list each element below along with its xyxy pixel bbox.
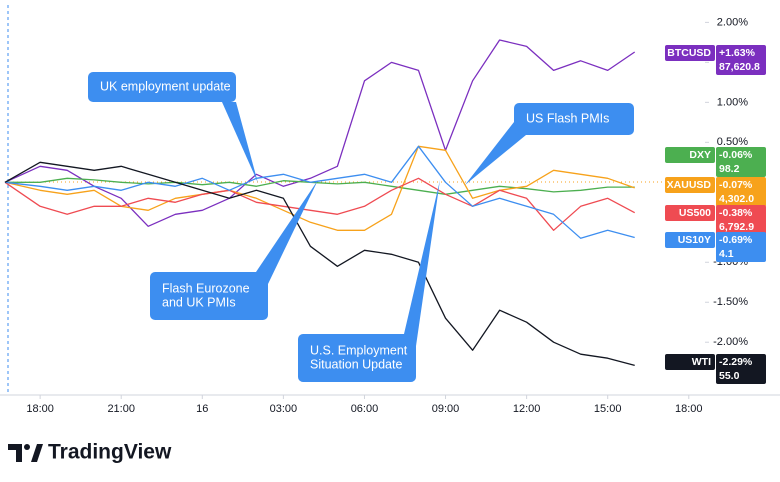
- price-label-name-box: [665, 232, 715, 248]
- y-tick-label: 0.50%: [717, 136, 748, 148]
- callout-box: [88, 72, 236, 102]
- price-label-name: WTI: [692, 356, 711, 368]
- x-tick-label: 09:00: [432, 403, 460, 415]
- price-label-name: US500: [679, 207, 711, 219]
- x-tick-label: 03:00: [270, 403, 298, 415]
- price-label-change: -0.06%: [719, 149, 753, 161]
- series-line: [4, 145, 635, 239]
- price-label-name-box: [665, 354, 715, 370]
- price-label-change: +1.63%: [719, 47, 756, 59]
- price-label-change: -0.38%: [719, 207, 753, 219]
- series-line: [5, 177, 635, 195]
- price-label-value-box: [716, 205, 766, 235]
- price-label-price: 4,302.0: [719, 193, 754, 205]
- x-tick-label: 18:00: [26, 403, 54, 415]
- callout-pointer: [222, 102, 258, 183]
- price-label-name-box: [665, 147, 715, 163]
- price-label-price: 4.1: [719, 248, 734, 260]
- x-tick-label: 16: [196, 403, 208, 415]
- callout-text: U.S. Employment: [310, 343, 408, 357]
- price-label-name: US10Y: [678, 234, 711, 246]
- price-label-price: 87,620.8: [719, 61, 760, 73]
- price-label-change: -0.07%: [719, 179, 753, 191]
- price-label-price: 6,792.9: [719, 221, 754, 233]
- x-tick-label: 15:00: [594, 403, 622, 415]
- price-label-name-box: [665, 45, 715, 61]
- price-label-name: BTCUSD: [667, 47, 711, 59]
- price-label: BTCUSD +1.63% 87,620.8: [665, 45, 766, 75]
- callout-text: US Flash PMIs: [526, 111, 609, 125]
- price-label: DXY -0.06% 98.2: [665, 147, 766, 177]
- price-label: WTI -2.29% 55.0: [665, 354, 766, 384]
- brand-logo: [8, 444, 43, 462]
- price-label-change: -0.69%: [719, 234, 753, 246]
- price-label-value-box: [716, 354, 766, 384]
- callout-text: Situation Update: [310, 357, 402, 371]
- x-tick-label: 06:00: [351, 403, 379, 415]
- price-label: US10Y -0.69% 4.1: [665, 232, 766, 262]
- price-label-name: DXY: [689, 149, 711, 161]
- callout: US Flash PMIs: [465, 103, 634, 185]
- price-label: XAUUSD -0.07% 4,302.0: [665, 177, 766, 207]
- callout-box: [298, 334, 416, 382]
- price-label-value-box: [716, 45, 766, 75]
- price-label: US500 -0.38% 6,792.9: [665, 205, 766, 235]
- series-line: [4, 145, 635, 231]
- callout-pointer: [465, 122, 526, 185]
- y-tick-label: 2.00%: [717, 16, 748, 28]
- price-label-value-box: [716, 177, 766, 207]
- x-tick-label: 12:00: [513, 403, 541, 415]
- callout-box: [150, 272, 268, 320]
- x-tick-label: 18:00: [675, 403, 703, 415]
- price-label-price: 98.2: [719, 163, 740, 175]
- callout-box: [514, 103, 634, 135]
- price-label-change: -2.29%: [719, 356, 753, 368]
- callout-pointer: [404, 180, 440, 346]
- y-tick-label: -1.50%: [713, 296, 748, 308]
- callout-text: UK employment update: [100, 79, 231, 93]
- callout-text: Flash Eurozone: [162, 281, 250, 295]
- series-line: [4, 161, 635, 367]
- price-label-name-box: [665, 177, 715, 193]
- callout: UK employment update: [88, 72, 258, 183]
- price-label-name: XAUUSD: [667, 179, 712, 191]
- price-label-value-box: [716, 232, 766, 262]
- series-line: [4, 39, 636, 227]
- callout-pointer: [256, 180, 318, 284]
- callout-text: and UK PMIs: [162, 295, 236, 309]
- series-line: [4, 177, 636, 231]
- y-tick-label: -2.00%: [713, 336, 748, 348]
- y-tick-label: 1.00%: [717, 96, 748, 108]
- price-label-price: 55.0: [719, 370, 740, 382]
- price-label-name-box: [665, 205, 715, 221]
- x-tick-label: 21:00: [107, 403, 135, 415]
- brand: TradingView: [48, 441, 172, 464]
- price-label-value-box: [716, 147, 766, 177]
